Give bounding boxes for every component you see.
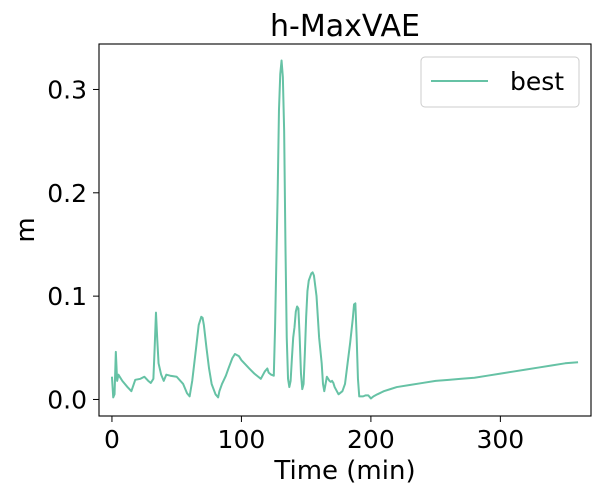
series-layer [110,59,579,400]
legend-label-best: best [510,67,564,96]
x-tick-label: 200 [347,425,395,454]
y-axis-label: m [11,217,41,242]
x-tick-label: 300 [477,425,525,454]
series-line-best [110,59,579,400]
x-tick-label: 100 [218,425,266,454]
x-axis-label: Time (min) [273,456,415,486]
y-tick-label: 0.0 [47,385,87,414]
x-axis-ticks: 0 100 200 300 [104,416,524,454]
legend-box [420,56,580,108]
plot-frame [98,43,592,417]
x-tick-label: 0 [104,425,120,454]
chart-title: h-MaxVAE [270,9,420,44]
legend: best [420,56,580,108]
y-axis-ticks: 0.0 0.1 0.2 0.3 [47,75,99,414]
y-tick-label: 0.3 [47,75,87,104]
y-tick-label: 0.1 [47,282,87,311]
y-tick-label: 0.2 [47,179,87,208]
